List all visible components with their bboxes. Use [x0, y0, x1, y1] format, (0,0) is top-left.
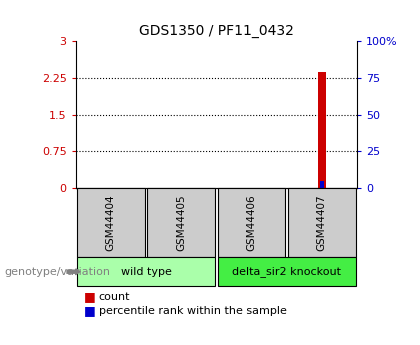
Bar — [218, 257, 356, 286]
Bar — [288, 188, 356, 257]
Bar — [320, 181, 324, 188]
Text: wild type: wild type — [121, 267, 171, 277]
Text: count: count — [99, 292, 130, 302]
Bar — [77, 257, 215, 286]
Text: GSM44404: GSM44404 — [106, 194, 116, 251]
Bar — [77, 188, 144, 257]
Text: ■: ■ — [84, 290, 96, 303]
Text: percentile rank within the sample: percentile rank within the sample — [99, 306, 286, 315]
Text: GSM44405: GSM44405 — [176, 194, 186, 251]
Bar — [147, 188, 215, 257]
Bar — [318, 72, 326, 188]
Text: delta_sir2 knockout: delta_sir2 knockout — [232, 266, 341, 277]
Title: GDS1350 / PF11_0432: GDS1350 / PF11_0432 — [139, 23, 294, 38]
Text: genotype/variation: genotype/variation — [4, 267, 110, 277]
Text: ■: ■ — [84, 304, 96, 317]
Bar — [218, 188, 285, 257]
Text: GSM44407: GSM44407 — [317, 194, 327, 251]
Text: GSM44406: GSM44406 — [247, 194, 257, 251]
